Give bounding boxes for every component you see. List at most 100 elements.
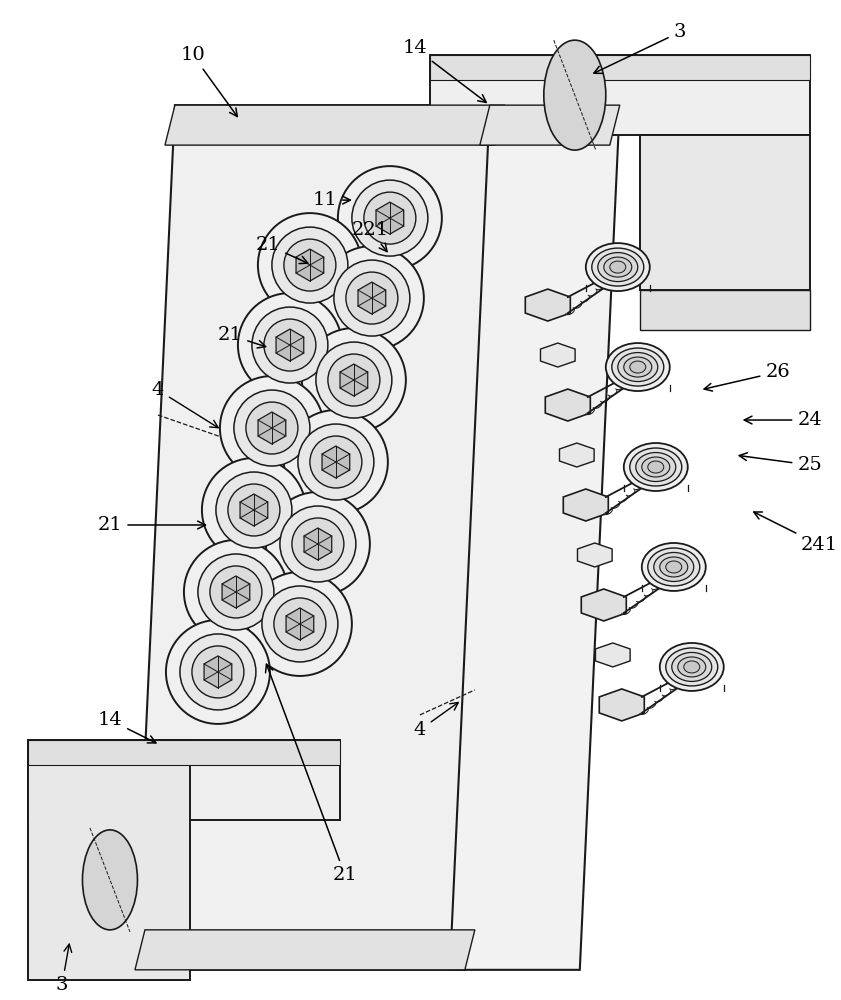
Polygon shape bbox=[526, 289, 570, 321]
Ellipse shape bbox=[624, 357, 652, 377]
Text: 241: 241 bbox=[754, 512, 838, 554]
Polygon shape bbox=[28, 740, 340, 820]
Ellipse shape bbox=[611, 348, 664, 386]
Polygon shape bbox=[480, 105, 620, 145]
Text: 21: 21 bbox=[266, 664, 357, 884]
Polygon shape bbox=[322, 446, 350, 478]
Circle shape bbox=[328, 354, 380, 406]
Circle shape bbox=[220, 376, 324, 480]
Polygon shape bbox=[559, 443, 594, 467]
Ellipse shape bbox=[660, 557, 688, 577]
Polygon shape bbox=[430, 55, 810, 135]
Ellipse shape bbox=[604, 257, 632, 277]
Ellipse shape bbox=[606, 343, 669, 391]
Polygon shape bbox=[135, 105, 505, 970]
Circle shape bbox=[252, 307, 328, 383]
Circle shape bbox=[316, 342, 392, 418]
Text: 24: 24 bbox=[744, 411, 822, 429]
Ellipse shape bbox=[82, 830, 137, 930]
Circle shape bbox=[264, 319, 316, 371]
Ellipse shape bbox=[642, 543, 706, 591]
Text: 26: 26 bbox=[704, 363, 790, 391]
Polygon shape bbox=[640, 290, 810, 330]
Ellipse shape bbox=[598, 253, 637, 282]
Circle shape bbox=[180, 634, 256, 710]
Text: 21: 21 bbox=[218, 326, 266, 348]
Polygon shape bbox=[165, 105, 505, 145]
Text: 21: 21 bbox=[256, 236, 308, 264]
Polygon shape bbox=[581, 589, 627, 621]
Polygon shape bbox=[204, 656, 232, 688]
Ellipse shape bbox=[592, 248, 643, 286]
Ellipse shape bbox=[648, 548, 700, 586]
Circle shape bbox=[202, 458, 306, 562]
Polygon shape bbox=[135, 930, 475, 970]
Circle shape bbox=[216, 472, 292, 548]
Circle shape bbox=[258, 213, 362, 317]
Polygon shape bbox=[376, 202, 404, 234]
Circle shape bbox=[272, 227, 348, 303]
Polygon shape bbox=[286, 608, 314, 640]
Circle shape bbox=[280, 506, 356, 582]
Text: 3: 3 bbox=[594, 23, 686, 73]
Ellipse shape bbox=[544, 40, 606, 150]
Circle shape bbox=[198, 554, 274, 630]
Text: 21: 21 bbox=[98, 516, 205, 534]
Polygon shape bbox=[563, 489, 608, 521]
Polygon shape bbox=[595, 643, 630, 667]
Ellipse shape bbox=[660, 643, 724, 691]
Polygon shape bbox=[28, 740, 340, 765]
Ellipse shape bbox=[653, 552, 694, 581]
Circle shape bbox=[246, 402, 298, 454]
Polygon shape bbox=[28, 740, 190, 980]
Polygon shape bbox=[276, 329, 304, 361]
Polygon shape bbox=[578, 543, 612, 567]
Ellipse shape bbox=[610, 261, 626, 273]
Ellipse shape bbox=[642, 457, 669, 477]
Circle shape bbox=[192, 646, 244, 698]
Polygon shape bbox=[450, 105, 620, 970]
Circle shape bbox=[184, 540, 288, 644]
Ellipse shape bbox=[636, 453, 676, 482]
Circle shape bbox=[320, 246, 424, 350]
Ellipse shape bbox=[618, 353, 658, 382]
Polygon shape bbox=[545, 389, 590, 421]
Circle shape bbox=[364, 192, 415, 244]
Circle shape bbox=[234, 390, 309, 466]
Circle shape bbox=[298, 424, 374, 500]
Polygon shape bbox=[600, 689, 644, 721]
Circle shape bbox=[274, 598, 326, 650]
Ellipse shape bbox=[648, 461, 664, 473]
Ellipse shape bbox=[672, 652, 711, 681]
Text: 11: 11 bbox=[313, 191, 351, 209]
Polygon shape bbox=[541, 343, 575, 367]
Ellipse shape bbox=[624, 443, 688, 491]
Circle shape bbox=[284, 410, 388, 514]
Text: 25: 25 bbox=[739, 453, 822, 474]
Circle shape bbox=[309, 436, 362, 488]
Ellipse shape bbox=[666, 561, 682, 573]
Polygon shape bbox=[358, 282, 386, 314]
Circle shape bbox=[248, 572, 352, 676]
Ellipse shape bbox=[630, 361, 646, 373]
Polygon shape bbox=[340, 364, 368, 396]
Circle shape bbox=[266, 492, 370, 596]
Text: 14: 14 bbox=[98, 711, 156, 743]
Polygon shape bbox=[222, 576, 250, 608]
Text: 4: 4 bbox=[414, 702, 458, 739]
Text: 10: 10 bbox=[181, 46, 237, 116]
Polygon shape bbox=[240, 494, 267, 526]
Circle shape bbox=[228, 484, 280, 536]
Polygon shape bbox=[258, 412, 286, 444]
Text: 221: 221 bbox=[352, 221, 389, 252]
Polygon shape bbox=[304, 528, 331, 560]
Text: 3: 3 bbox=[56, 944, 71, 994]
Ellipse shape bbox=[684, 661, 700, 673]
Ellipse shape bbox=[678, 657, 706, 677]
Polygon shape bbox=[640, 135, 810, 290]
Circle shape bbox=[334, 260, 410, 336]
Polygon shape bbox=[430, 55, 810, 80]
Circle shape bbox=[210, 566, 262, 618]
Polygon shape bbox=[296, 249, 324, 281]
Text: 14: 14 bbox=[403, 39, 486, 102]
